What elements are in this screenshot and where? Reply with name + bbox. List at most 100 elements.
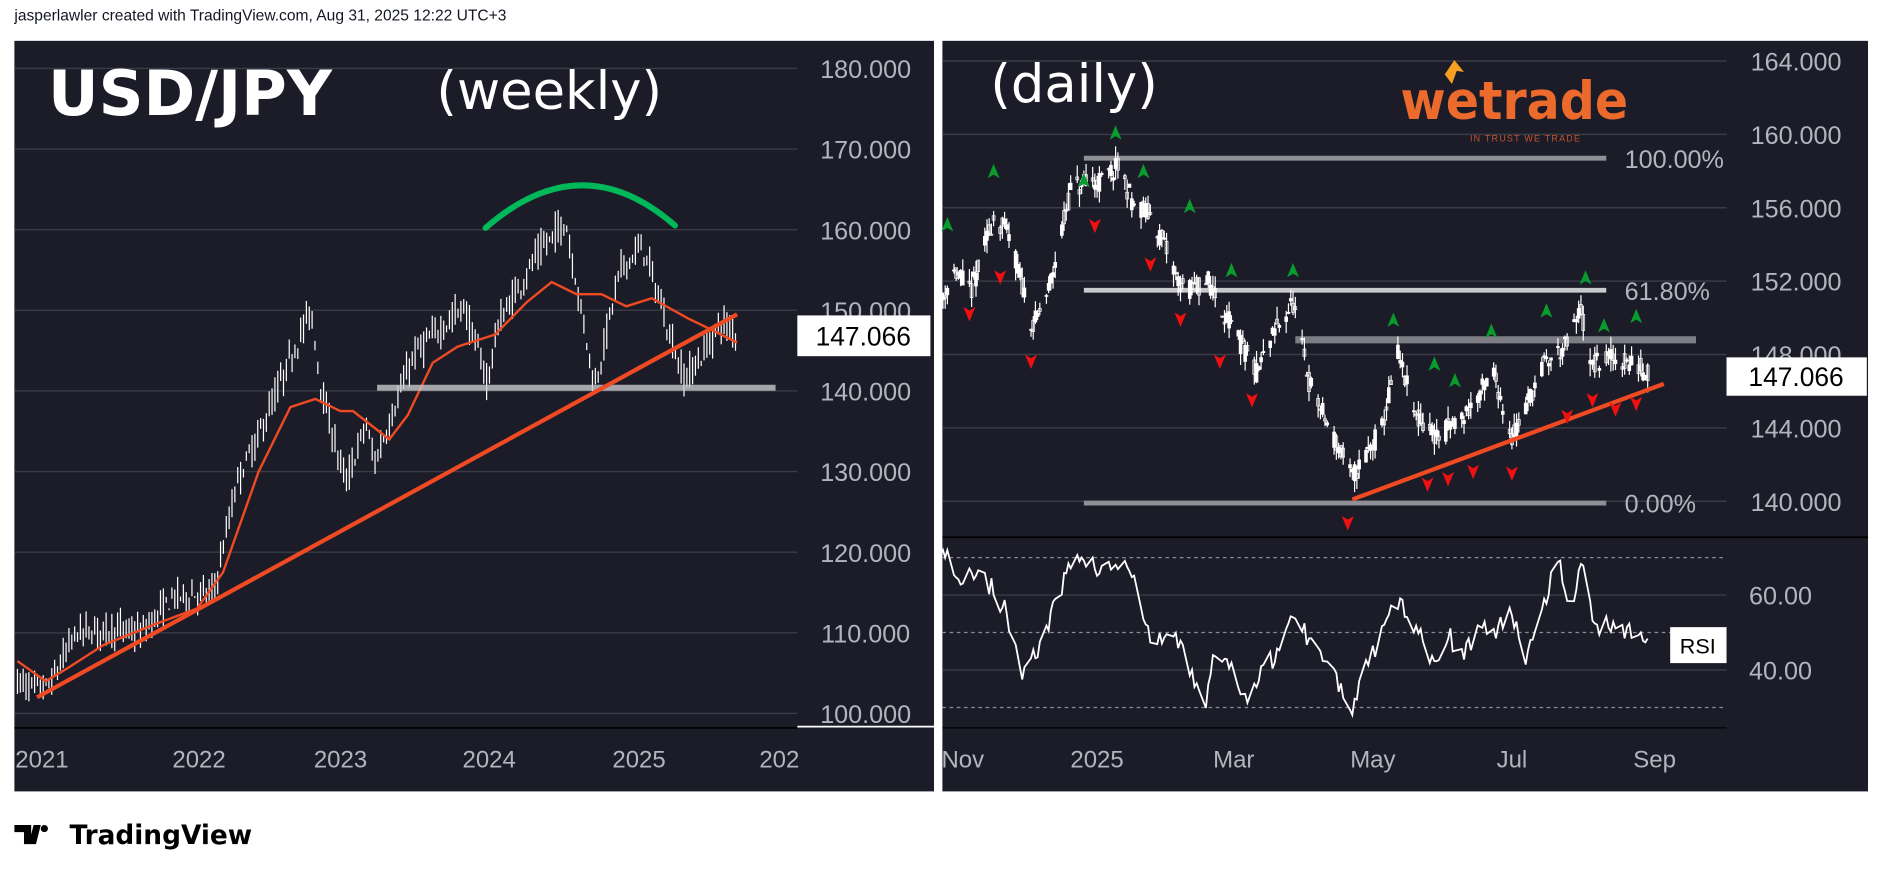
candle-body <box>1174 272 1178 275</box>
candle-body <box>1038 308 1042 312</box>
candle-body <box>1178 283 1183 293</box>
candle-body <box>941 295 945 301</box>
logo-tagline: IN TRUST WE TRADE <box>1470 134 1581 144</box>
candle-body <box>1579 304 1583 315</box>
candle-body <box>1412 410 1416 413</box>
time-tick-label: 2025 <box>1070 746 1123 773</box>
candle-body <box>982 235 987 246</box>
tradingview-wordmark: TradingView <box>70 821 253 851</box>
candle-body <box>1514 422 1519 437</box>
candle-body <box>1485 378 1489 387</box>
price-tick-label: 160.000 <box>1751 122 1842 150</box>
price-tick-label: 156.000 <box>1751 195 1842 223</box>
candle-body <box>1180 278 1185 284</box>
candle-body <box>1035 312 1040 317</box>
candle-body <box>1396 344 1400 359</box>
weekly-panel[interactable]: USD/JPY (weekly) 180.000170.000160.00015… <box>14 40 935 792</box>
candle-body <box>1592 354 1597 373</box>
weekly-last-price-box <box>797 315 931 357</box>
candle-body <box>1143 203 1148 218</box>
candle-body <box>1316 398 1320 407</box>
fib-level-label: 0.00% <box>1625 491 1696 519</box>
candle-body <box>1595 352 1599 357</box>
candle-body <box>1517 418 1521 426</box>
candle-body <box>1132 203 1136 206</box>
candle-body <box>1500 410 1505 415</box>
candle-body <box>1341 447 1345 458</box>
weekly-trendline <box>36 312 739 700</box>
candle-body <box>936 304 941 316</box>
weekly-price-axis[interactable]: 180.000170.000160.000150.000140.000130.0… <box>820 56 911 729</box>
candle-body <box>1109 164 1113 176</box>
up-arrow-icon <box>1077 173 1090 188</box>
candle-body <box>1556 346 1560 348</box>
fibonacci-levels[interactable]: 100.00% 61.80% 0.00% <box>1083 146 1724 519</box>
price-tick-label: 152.000 <box>1751 269 1842 297</box>
candle-body <box>1459 412 1464 420</box>
candle-body <box>987 224 991 234</box>
candle-body <box>1355 473 1359 479</box>
candle-body <box>1090 177 1095 182</box>
candle-body <box>1437 435 1441 441</box>
daily-background <box>942 40 1869 792</box>
candle-body <box>1560 347 1565 357</box>
daily-time-axis[interactable]: Nov 2025 Mar May Jul Sep <box>941 746 1675 773</box>
fib-level-label: 100.00% <box>1625 146 1724 174</box>
candle-body <box>1125 191 1129 200</box>
price-tick-label: 164.000 <box>1751 49 1842 77</box>
candle-body <box>1272 328 1277 336</box>
candle-body <box>1300 338 1304 341</box>
rsi-label-box <box>1670 627 1727 664</box>
candle-body <box>1213 288 1218 299</box>
candle-body <box>1241 337 1245 342</box>
price-tick-label: 140.000 <box>820 379 911 407</box>
time-tick-label: 2025 <box>612 746 665 773</box>
rsi-line <box>937 546 1649 719</box>
candle-body <box>1284 316 1288 322</box>
up-arrow-icon <box>1630 308 1643 324</box>
time-tick-label: 2023 <box>314 746 367 773</box>
down-arrow-icon <box>1088 218 1101 234</box>
logo-arrow-icon <box>1444 60 1464 85</box>
candle-body <box>1405 375 1409 385</box>
candle-body <box>1238 334 1243 354</box>
candle-body <box>1053 261 1058 268</box>
down-arrow-icon <box>1421 477 1434 492</box>
candle-body <box>1162 237 1167 240</box>
price-tick-label: 180.000 <box>820 56 911 84</box>
candle-body <box>1641 372 1645 381</box>
candle-body <box>976 259 980 272</box>
candle-body <box>1007 234 1011 241</box>
weekly-time-axis[interactable]: 2021 2022 2023 2024 2025 202 <box>15 746 799 773</box>
candle-body <box>1418 413 1423 425</box>
candle-body <box>1398 359 1402 364</box>
down-arrow-icon <box>1505 466 1518 481</box>
candle-body <box>1448 421 1453 430</box>
candle-body <box>1127 183 1132 188</box>
candle-body <box>1613 359 1618 365</box>
candle-body <box>1380 418 1384 426</box>
candle-body <box>1029 328 1033 331</box>
candle-body <box>985 230 989 241</box>
daily-price-axis[interactable]: 164.000160.000156.000152.000148.000144.0… <box>1751 49 1842 517</box>
candle-body <box>1208 284 1213 296</box>
time-tick-label: 2022 <box>172 746 225 773</box>
down-arrow-icon <box>1341 516 1354 531</box>
daily-trendline <box>1351 381 1665 502</box>
candle-body <box>1581 313 1586 331</box>
candle-body <box>1453 418 1457 429</box>
down-arrow-icon <box>1025 354 1038 370</box>
daily-subtitle: (daily) <box>990 54 1158 115</box>
credit-text: jasperlawler created with TradingView.co… <box>13 7 506 24</box>
candle-body <box>1044 294 1049 297</box>
candle-body <box>945 287 950 296</box>
logo-text: wetrade <box>1400 71 1628 132</box>
candle-body <box>1197 277 1201 296</box>
candle-body <box>1286 311 1291 314</box>
up-arrow-icon <box>941 217 954 232</box>
down-arrow-icon <box>1442 472 1455 487</box>
tradingview-brand[interactable]: TradingView <box>14 821 252 851</box>
candle-body <box>1325 422 1330 426</box>
daily-panel[interactable]: 100.00% 61.80% 0.00% 60.00 40.00 (daily) we… <box>936 40 1869 792</box>
up-arrow-icon <box>1225 262 1238 278</box>
